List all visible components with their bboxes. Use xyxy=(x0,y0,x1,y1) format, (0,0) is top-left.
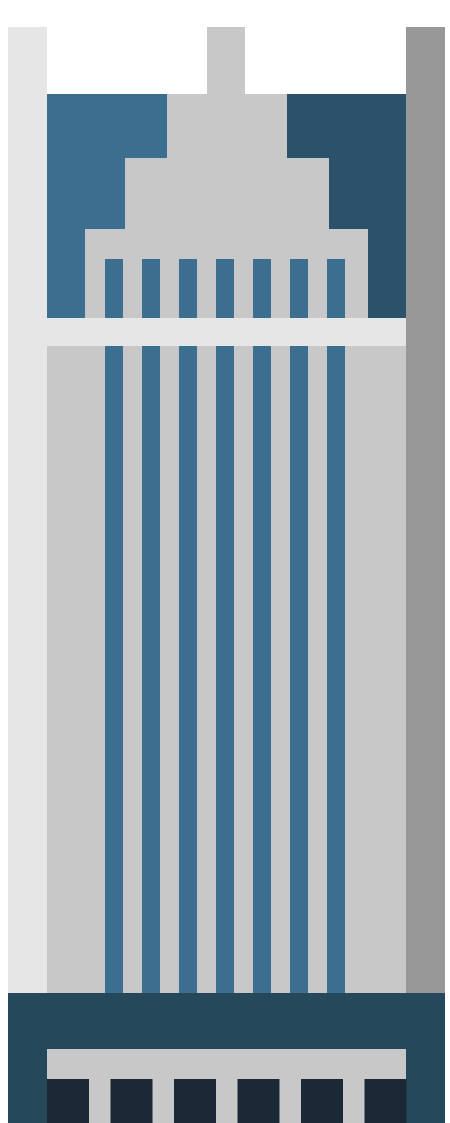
crown-step-2 xyxy=(125,158,329,231)
spire xyxy=(207,27,245,97)
door xyxy=(47,1079,89,1123)
door xyxy=(301,1079,343,1123)
door xyxy=(174,1079,216,1123)
facade-stripe xyxy=(253,259,271,995)
facade-stripe xyxy=(179,259,197,995)
left-pilaster xyxy=(8,27,47,995)
facade-stripe xyxy=(142,259,160,995)
right-pilaster xyxy=(406,27,445,995)
door xyxy=(110,1079,153,1123)
base-ledge xyxy=(47,1049,406,1123)
door xyxy=(237,1079,280,1123)
cornice-band xyxy=(47,318,406,346)
facade-stripe xyxy=(216,259,234,995)
crown-step-1 xyxy=(167,94,287,160)
facade-stripe xyxy=(290,259,308,995)
facade-stripe xyxy=(105,259,123,995)
entrance-doors xyxy=(47,1079,407,1123)
door xyxy=(364,1079,407,1123)
facade-stripe xyxy=(327,259,345,995)
facade-stripes xyxy=(105,259,345,995)
